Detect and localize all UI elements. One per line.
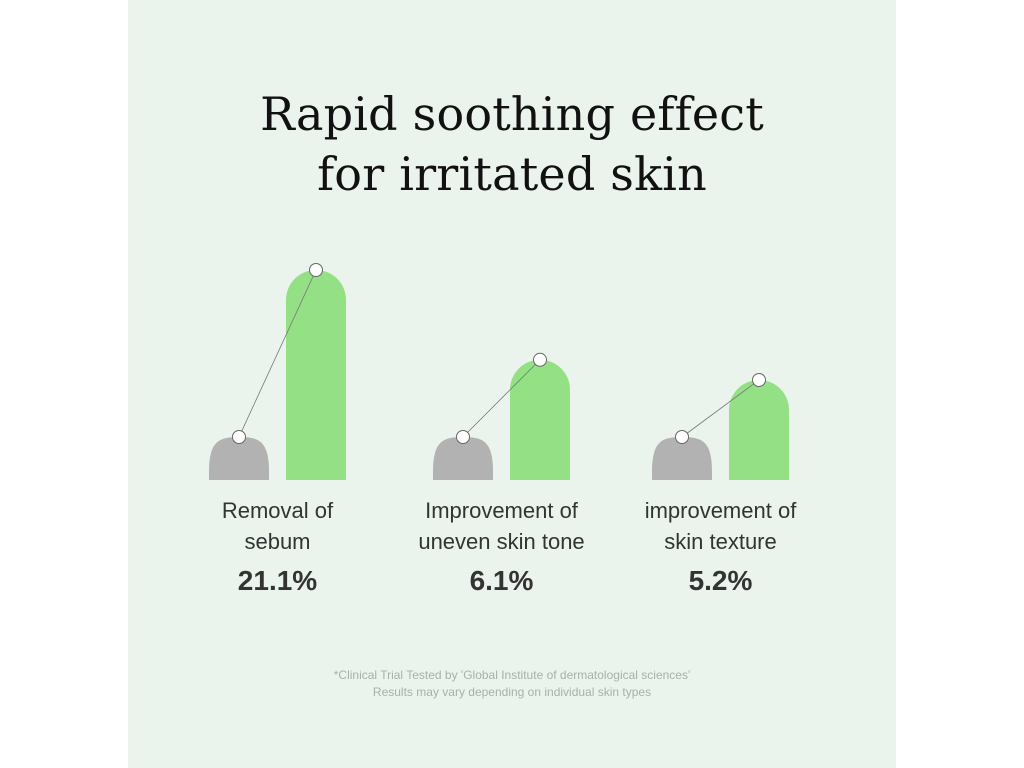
category-label: uneven skin tone (418, 529, 584, 554)
category-label: Removal of (222, 498, 334, 523)
value-label: 21.1% (238, 565, 317, 596)
footnote-line-2: Results may vary depending on individual… (372, 685, 652, 699)
after-marker (309, 263, 323, 277)
value-label: 5.2% (689, 565, 753, 596)
title-line-1: Rapid soothing effect (260, 87, 764, 141)
value-label: 6.1% (470, 565, 534, 596)
infographic-panel: Rapid soothing effect for irritated skin… (128, 0, 896, 768)
category-label: sebum (244, 529, 310, 554)
footnote-line-1: *Clinical Trial Tested by 'Global Instit… (333, 668, 691, 682)
before-marker (456, 430, 470, 444)
before-marker (675, 430, 689, 444)
after-bar (729, 380, 789, 480)
title-line-2: for irritated skin (317, 147, 707, 201)
bar-group: Removal of sebum 21.1% (209, 263, 346, 596)
after-bar (510, 359, 570, 480)
bar-group: improvement of skin texture 5.2% (645, 373, 798, 596)
after-marker (533, 352, 547, 367)
connector-line (462, 359, 541, 438)
category-label: improvement of (645, 498, 798, 523)
connector-line (681, 379, 760, 438)
category-label: Improvement of (425, 498, 579, 523)
before-bar (652, 437, 712, 480)
bar-chart: Removal of sebum 21.1% Improvement of uneven… (209, 263, 798, 596)
category-label: skin texture (664, 529, 777, 554)
after-bar (286, 270, 346, 480)
before-marker (232, 430, 246, 444)
after-marker (752, 373, 766, 387)
bar-group: Improvement of uneven skin tone 6.1% (418, 352, 585, 596)
chart-title: Rapid soothing effect for irritated skin (128, 84, 896, 204)
before-bar (433, 437, 493, 480)
connector-line (238, 269, 317, 438)
footnote: *Clinical Trial Tested by 'Global Instit… (128, 667, 896, 701)
before-bar (209, 437, 269, 480)
